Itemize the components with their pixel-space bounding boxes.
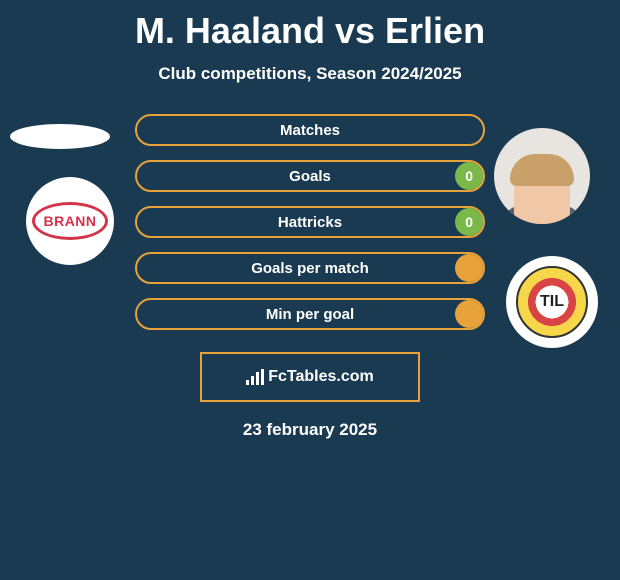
stat-value: 0 bbox=[465, 168, 473, 184]
chart-icon bbox=[246, 369, 264, 385]
player-avatar-right bbox=[494, 128, 590, 224]
subtitle: Club competitions, Season 2024/2025 bbox=[0, 64, 620, 84]
stat-label: Hattricks bbox=[278, 214, 342, 231]
footer-label: FcTables.com bbox=[268, 368, 374, 386]
page-title: M. Haaland vs Erlien bbox=[0, 0, 620, 52]
til-logo: TIL bbox=[516, 266, 588, 338]
brann-logo: BRANN bbox=[32, 202, 108, 240]
team-logo-right: TIL bbox=[506, 256, 598, 348]
stat-row: Goals 0 bbox=[135, 160, 485, 192]
stats-container: Matches Goals 0 Hattricks 0 Goals per match Mi… bbox=[135, 114, 485, 330]
stat-label: Goals bbox=[289, 168, 331, 185]
stat-label: Matches bbox=[280, 122, 340, 139]
stat-label: Min per goal bbox=[266, 306, 354, 323]
stat-row: Hattricks 0 bbox=[135, 206, 485, 238]
stat-row: Min per goal bbox=[135, 298, 485, 330]
date-label: 23 february 2025 bbox=[0, 420, 620, 440]
player-avatar-left bbox=[10, 124, 110, 149]
stat-value: 0 bbox=[465, 214, 473, 230]
footer-brand[interactable]: FcTables.com bbox=[200, 352, 420, 402]
stat-row: Goals per match bbox=[135, 252, 485, 284]
team-logo-left: BRANN bbox=[26, 177, 114, 265]
stat-row: Matches bbox=[135, 114, 485, 146]
stat-label: Goals per match bbox=[251, 260, 369, 277]
stat-fill bbox=[455, 254, 483, 282]
stat-fill bbox=[455, 300, 483, 328]
